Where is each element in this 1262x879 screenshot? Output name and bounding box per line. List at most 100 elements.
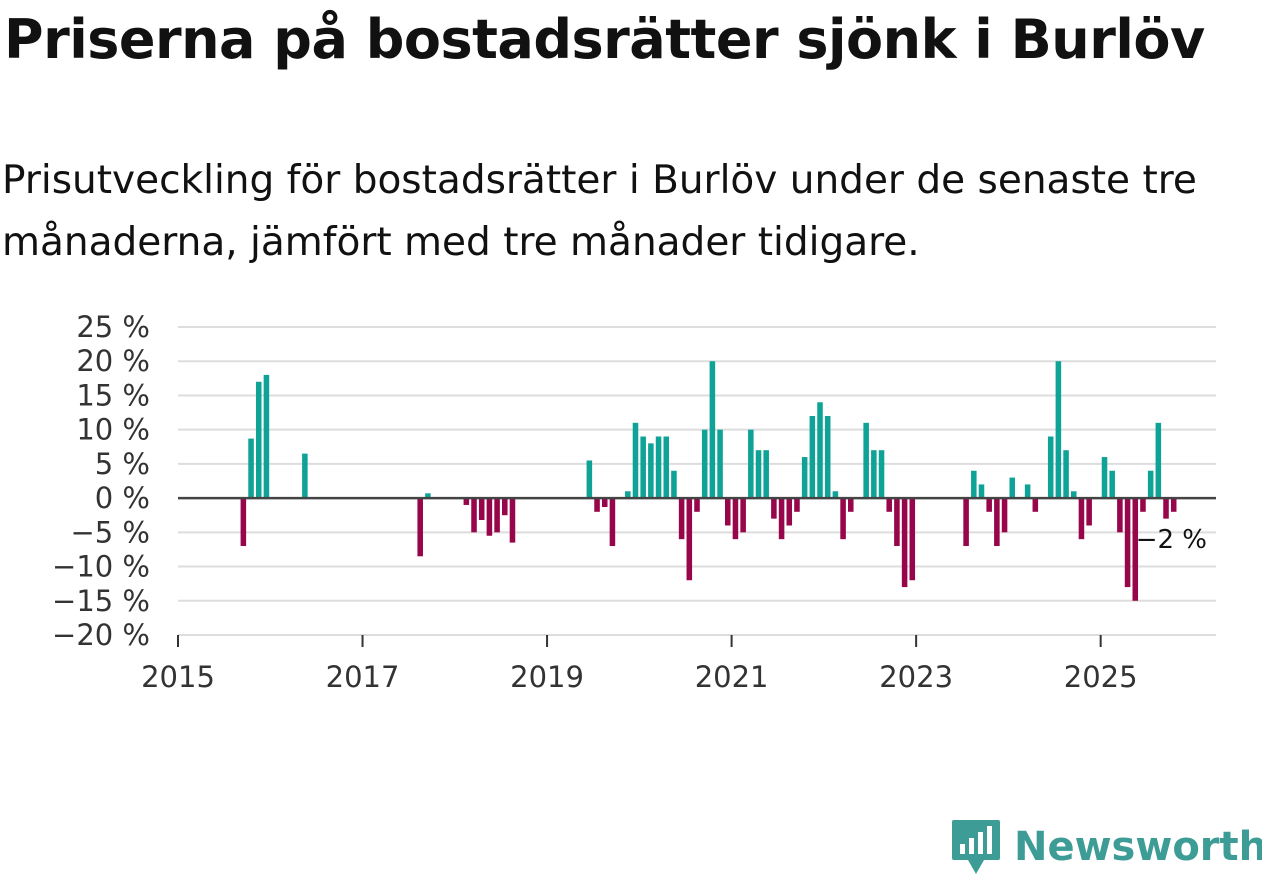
x-tick-label: 2015 bbox=[141, 660, 215, 694]
bar bbox=[248, 438, 254, 499]
bar bbox=[763, 450, 769, 499]
bar bbox=[848, 498, 854, 512]
bar bbox=[748, 429, 754, 499]
bar bbox=[663, 436, 670, 499]
bar bbox=[1024, 484, 1031, 499]
newsworthy-logo-text: Newsworthy bbox=[1014, 824, 1262, 870]
bar bbox=[778, 498, 785, 540]
bar bbox=[1132, 498, 1139, 601]
bar bbox=[755, 450, 762, 499]
bar bbox=[1117, 498, 1123, 533]
bar bbox=[640, 436, 646, 499]
bar bbox=[909, 498, 916, 581]
bar bbox=[878, 450, 885, 499]
bar bbox=[1155, 422, 1162, 499]
bar bbox=[1086, 498, 1092, 526]
bar bbox=[1170, 498, 1177, 512]
bar bbox=[478, 498, 485, 521]
bar bbox=[463, 498, 470, 505]
bar bbox=[655, 436, 662, 499]
bar bbox=[686, 498, 693, 581]
bar bbox=[632, 422, 639, 499]
bar bbox=[1140, 498, 1146, 512]
bar bbox=[886, 498, 892, 512]
bar bbox=[978, 484, 985, 499]
grid-lines bbox=[178, 326, 1216, 602]
bar bbox=[601, 498, 608, 508]
end-value-label: −2 % bbox=[1136, 525, 1207, 555]
bars bbox=[240, 361, 1177, 601]
bar bbox=[1147, 470, 1154, 499]
bar bbox=[648, 443, 654, 499]
y-tick-label: −5 % bbox=[70, 515, 150, 549]
x-tick-label: 2017 bbox=[326, 660, 400, 694]
bar bbox=[417, 498, 423, 557]
chart-title: Priserna på bostadsrätter sjönk i Burlöv bbox=[4, 8, 1205, 71]
y-tick-label: 0 % bbox=[95, 481, 150, 515]
bar bbox=[894, 498, 900, 547]
bar bbox=[832, 491, 839, 499]
bar bbox=[255, 381, 262, 499]
bar bbox=[1124, 498, 1131, 588]
bar bbox=[494, 498, 500, 533]
y-tick-label: 20 % bbox=[76, 344, 150, 378]
bar bbox=[740, 498, 746, 533]
y-tick-label: 25 % bbox=[76, 310, 150, 344]
bar bbox=[971, 470, 977, 499]
bar bbox=[1047, 436, 1054, 499]
bar bbox=[771, 498, 777, 519]
bar bbox=[1101, 457, 1108, 499]
bar bbox=[840, 498, 846, 540]
y-tick-label: 10 % bbox=[76, 413, 150, 447]
bar bbox=[801, 457, 808, 499]
bar bbox=[678, 498, 685, 540]
bar bbox=[709, 361, 716, 499]
chart-subtitle: Prisutveckling för bostadsrätter i Burlö… bbox=[2, 158, 1197, 265]
y-tick-label: −10 % bbox=[52, 550, 150, 584]
x-tick-label: 2025 bbox=[1064, 660, 1138, 694]
bar bbox=[786, 498, 793, 526]
bar bbox=[809, 415, 816, 499]
y-tick-label: −20 % bbox=[52, 618, 150, 652]
bar bbox=[586, 460, 593, 499]
y-tick-label: 15 % bbox=[76, 378, 150, 412]
y-tick-label: 5 % bbox=[95, 447, 150, 481]
bar bbox=[1055, 361, 1062, 499]
y-axis: −20 %−15 %−10 %−5 %0 %5 %10 %15 %20 %25 … bbox=[52, 310, 150, 652]
bar bbox=[986, 498, 992, 512]
bar bbox=[302, 453, 308, 499]
bar bbox=[994, 498, 1000, 547]
bar bbox=[263, 374, 270, 499]
newsworthy-logo-icon bbox=[952, 820, 1000, 874]
bar bbox=[794, 498, 800, 512]
end-label-group: −2 % bbox=[1136, 525, 1207, 555]
bar bbox=[732, 498, 739, 540]
bar bbox=[1070, 491, 1077, 499]
bar bbox=[594, 498, 600, 512]
bar bbox=[901, 498, 908, 588]
bar bbox=[502, 498, 508, 516]
bar bbox=[871, 450, 877, 499]
x-tick-label: 2021 bbox=[695, 660, 769, 694]
bar bbox=[671, 470, 677, 499]
bar bbox=[817, 402, 823, 499]
bar bbox=[609, 498, 616, 547]
bar bbox=[625, 491, 631, 499]
bar bbox=[486, 498, 493, 536]
x-axis: 2015 2017 2019 2021 2023 2025 bbox=[141, 634, 1216, 694]
bar bbox=[1109, 470, 1115, 499]
newsworthy-logo: Newsworthy bbox=[950, 818, 1262, 876]
bar-chart: −20 %−15 %−10 %−5 %0 %5 %10 %15 %20 %25 … bbox=[52, 310, 1216, 694]
bar bbox=[1009, 477, 1016, 499]
bar bbox=[963, 498, 969, 547]
bar bbox=[1032, 498, 1039, 512]
bar bbox=[824, 415, 831, 499]
bar bbox=[863, 422, 869, 499]
bar bbox=[717, 429, 723, 499]
bar bbox=[1078, 498, 1085, 540]
bar bbox=[1001, 498, 1008, 533]
y-tick-label: −15 % bbox=[52, 584, 150, 618]
bar bbox=[694, 498, 700, 512]
bar bbox=[240, 498, 247, 547]
bar bbox=[509, 498, 516, 543]
